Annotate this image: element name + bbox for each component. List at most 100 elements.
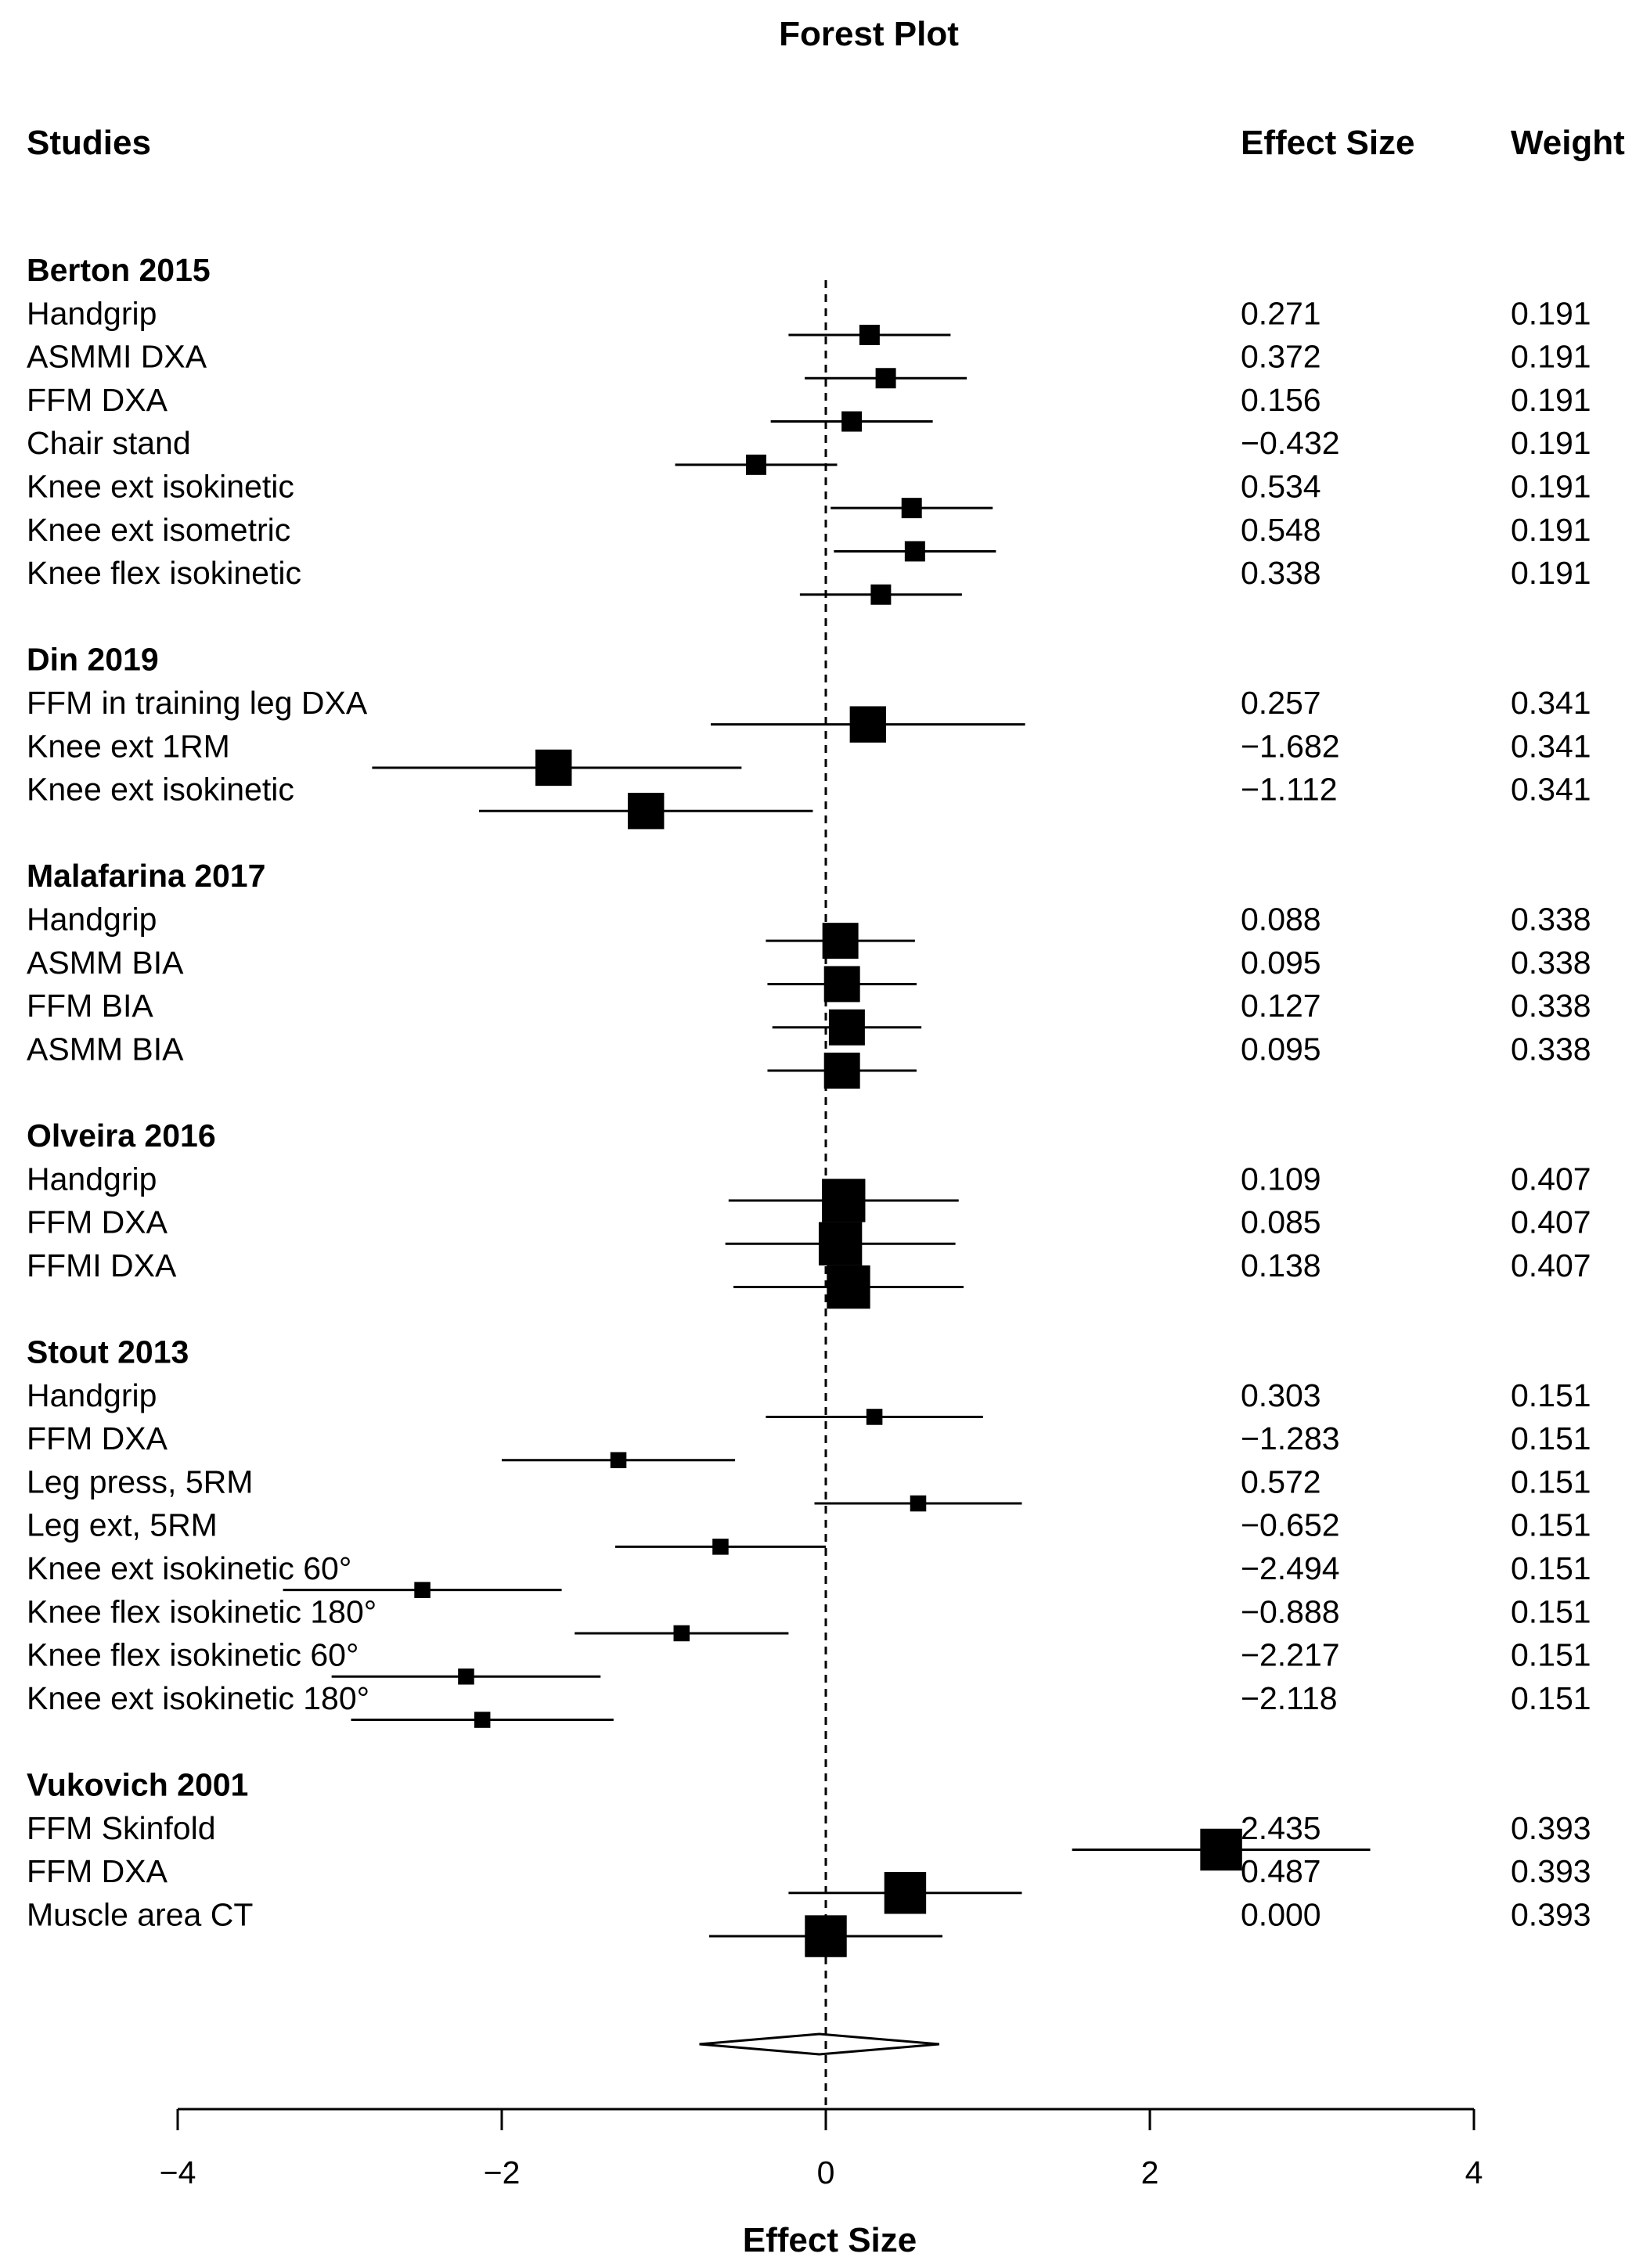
weight-value: 0.338 — [1511, 902, 1591, 938]
weight-value: 0.191 — [1511, 512, 1591, 548]
x-axis-label: Effect Size — [743, 2221, 917, 2259]
effect-size-value: 0.372 — [1241, 339, 1321, 375]
outcome-label: Chair stand — [27, 425, 191, 461]
effect-size-value: −0.432 — [1241, 425, 1340, 461]
weight-value: 0.341 — [1511, 728, 1591, 764]
effect-size-value: −2.494 — [1241, 1550, 1340, 1586]
estimate-4-7-square — [474, 1712, 491, 1728]
study-name-0: Berton 2015 — [27, 252, 211, 288]
estimate-1-1-square — [535, 749, 572, 787]
outcome-label: Knee ext isometric — [27, 512, 290, 548]
weight-value: 0.191 — [1511, 382, 1591, 418]
estimate-3-2-square — [827, 1265, 870, 1309]
weight-value: 0.191 — [1511, 555, 1591, 591]
weight-value: 0.191 — [1511, 295, 1591, 331]
outcome-label: Knee flex isokinetic 60° — [27, 1637, 359, 1673]
effect-size-value: −2.118 — [1241, 1680, 1338, 1716]
x-tick-label: −4 — [160, 2155, 196, 2191]
estimate-0-6-square — [870, 584, 892, 605]
estimate-2-3-square — [823, 1053, 860, 1089]
outcome-label: FFM in training leg DXA — [27, 685, 368, 721]
weight-value: 0.151 — [1511, 1593, 1591, 1629]
effect-size-value: 0.487 — [1241, 1853, 1321, 1889]
effect-size-value: 0.000 — [1241, 1896, 1321, 1932]
outcome-label: Knee flex isokinetic 180° — [27, 1593, 377, 1629]
outcome-label: Knee ext isokinetic 180° — [27, 1680, 369, 1716]
effect-size-value: 0.156 — [1241, 382, 1321, 418]
summary-diamond — [699, 2032, 940, 2056]
effect-size-value: 0.138 — [1241, 1247, 1321, 1283]
estimate-2-0-square — [822, 923, 859, 959]
header-effect-size: Effect Size — [1241, 124, 1415, 162]
outcome-label: FFM DXA — [27, 382, 168, 418]
outcome-label: Knee flex isokinetic — [27, 555, 301, 591]
weight-value: 0.341 — [1511, 772, 1591, 808]
effect-size-value: 0.572 — [1241, 1463, 1321, 1499]
effect-size-value: −2.217 — [1241, 1637, 1340, 1673]
study-name-3: Olveira 2016 — [27, 1118, 216, 1154]
weight-value: 0.338 — [1511, 988, 1591, 1024]
effect-size-value: 0.095 — [1241, 1031, 1321, 1067]
weight-value: 0.191 — [1511, 425, 1591, 461]
header-weight: Weight — [1511, 124, 1625, 162]
effect-size-value: 0.085 — [1241, 1204, 1321, 1240]
weight-value: 0.151 — [1511, 1550, 1591, 1586]
outcome-label: ASMM BIA — [27, 945, 184, 981]
x-tick-label: −2 — [484, 2155, 521, 2191]
estimate-2-2-square — [828, 1009, 865, 1046]
estimate-0-1-square — [875, 368, 896, 389]
outcome-label: Handgrip — [27, 902, 157, 938]
effect-size-value: 0.088 — [1241, 902, 1321, 938]
weight-value: 0.338 — [1511, 945, 1591, 981]
weight-value: 0.191 — [1511, 339, 1591, 375]
outcome-label: Handgrip — [27, 295, 157, 331]
estimate-4-5-square — [673, 1625, 690, 1642]
x-tick-label: 2 — [1141, 2155, 1159, 2191]
weight-value: 0.151 — [1511, 1507, 1591, 1543]
weight-value: 0.191 — [1511, 469, 1591, 505]
estimate-5-1-square — [884, 1872, 927, 1914]
weight-value: 0.393 — [1511, 1853, 1591, 1889]
outcome-label: ASMM BIA — [27, 1031, 184, 1067]
estimate-4-0-square — [866, 1409, 883, 1425]
estimate-4-2-square — [910, 1495, 927, 1512]
estimate-4-1-square — [610, 1452, 627, 1469]
estimate-0-2-square — [841, 411, 863, 432]
effect-size-value: −1.682 — [1241, 728, 1340, 764]
outcome-label: FFM DXA — [27, 1204, 168, 1240]
estimate-0-3-square — [746, 454, 766, 475]
estimate-0-4-square — [901, 498, 922, 519]
estimate-5-0-square — [1200, 1828, 1242, 1871]
estimate-4-3-square — [712, 1539, 729, 1555]
effect-size-value: −1.112 — [1241, 772, 1338, 808]
effect-size-value: 0.271 — [1241, 295, 1321, 331]
outcome-label: Knee ext isokinetic — [27, 469, 294, 505]
effect-size-value: 0.548 — [1241, 512, 1321, 548]
estimate-1-0-square — [849, 706, 887, 743]
effect-size-value: 0.534 — [1241, 469, 1321, 505]
estimate-3-0-square — [822, 1179, 866, 1222]
outcome-label: FFMI DXA — [27, 1247, 177, 1283]
weight-value: 0.151 — [1511, 1680, 1591, 1716]
effect-size-value: 0.257 — [1241, 685, 1321, 721]
estimate-1-2-square — [628, 793, 665, 830]
weight-value: 0.151 — [1511, 1420, 1591, 1456]
estimate-2-1-square — [823, 966, 860, 1003]
weight-value: 0.407 — [1511, 1247, 1591, 1283]
weight-value: 0.407 — [1511, 1204, 1591, 1240]
estimate-4-6-square — [458, 1668, 474, 1685]
outcome-label: Handgrip — [27, 1377, 157, 1413]
weight-value: 0.393 — [1511, 1810, 1591, 1846]
plot-marks — [283, 280, 1371, 2127]
outcome-label: Handgrip — [27, 1161, 157, 1197]
effect-size-value: 0.095 — [1241, 945, 1321, 981]
weight-value: 0.341 — [1511, 685, 1591, 721]
outcome-label: Knee ext isokinetic 60° — [27, 1550, 351, 1586]
weight-value: 0.407 — [1511, 1161, 1591, 1197]
effect-size-value: −0.888 — [1241, 1593, 1340, 1629]
effect-size-value: 0.338 — [1241, 555, 1321, 591]
study-name-4: Stout 2013 — [27, 1334, 189, 1370]
effect-size-value: 0.127 — [1241, 988, 1321, 1024]
x-tick-label: 0 — [817, 2155, 835, 2191]
